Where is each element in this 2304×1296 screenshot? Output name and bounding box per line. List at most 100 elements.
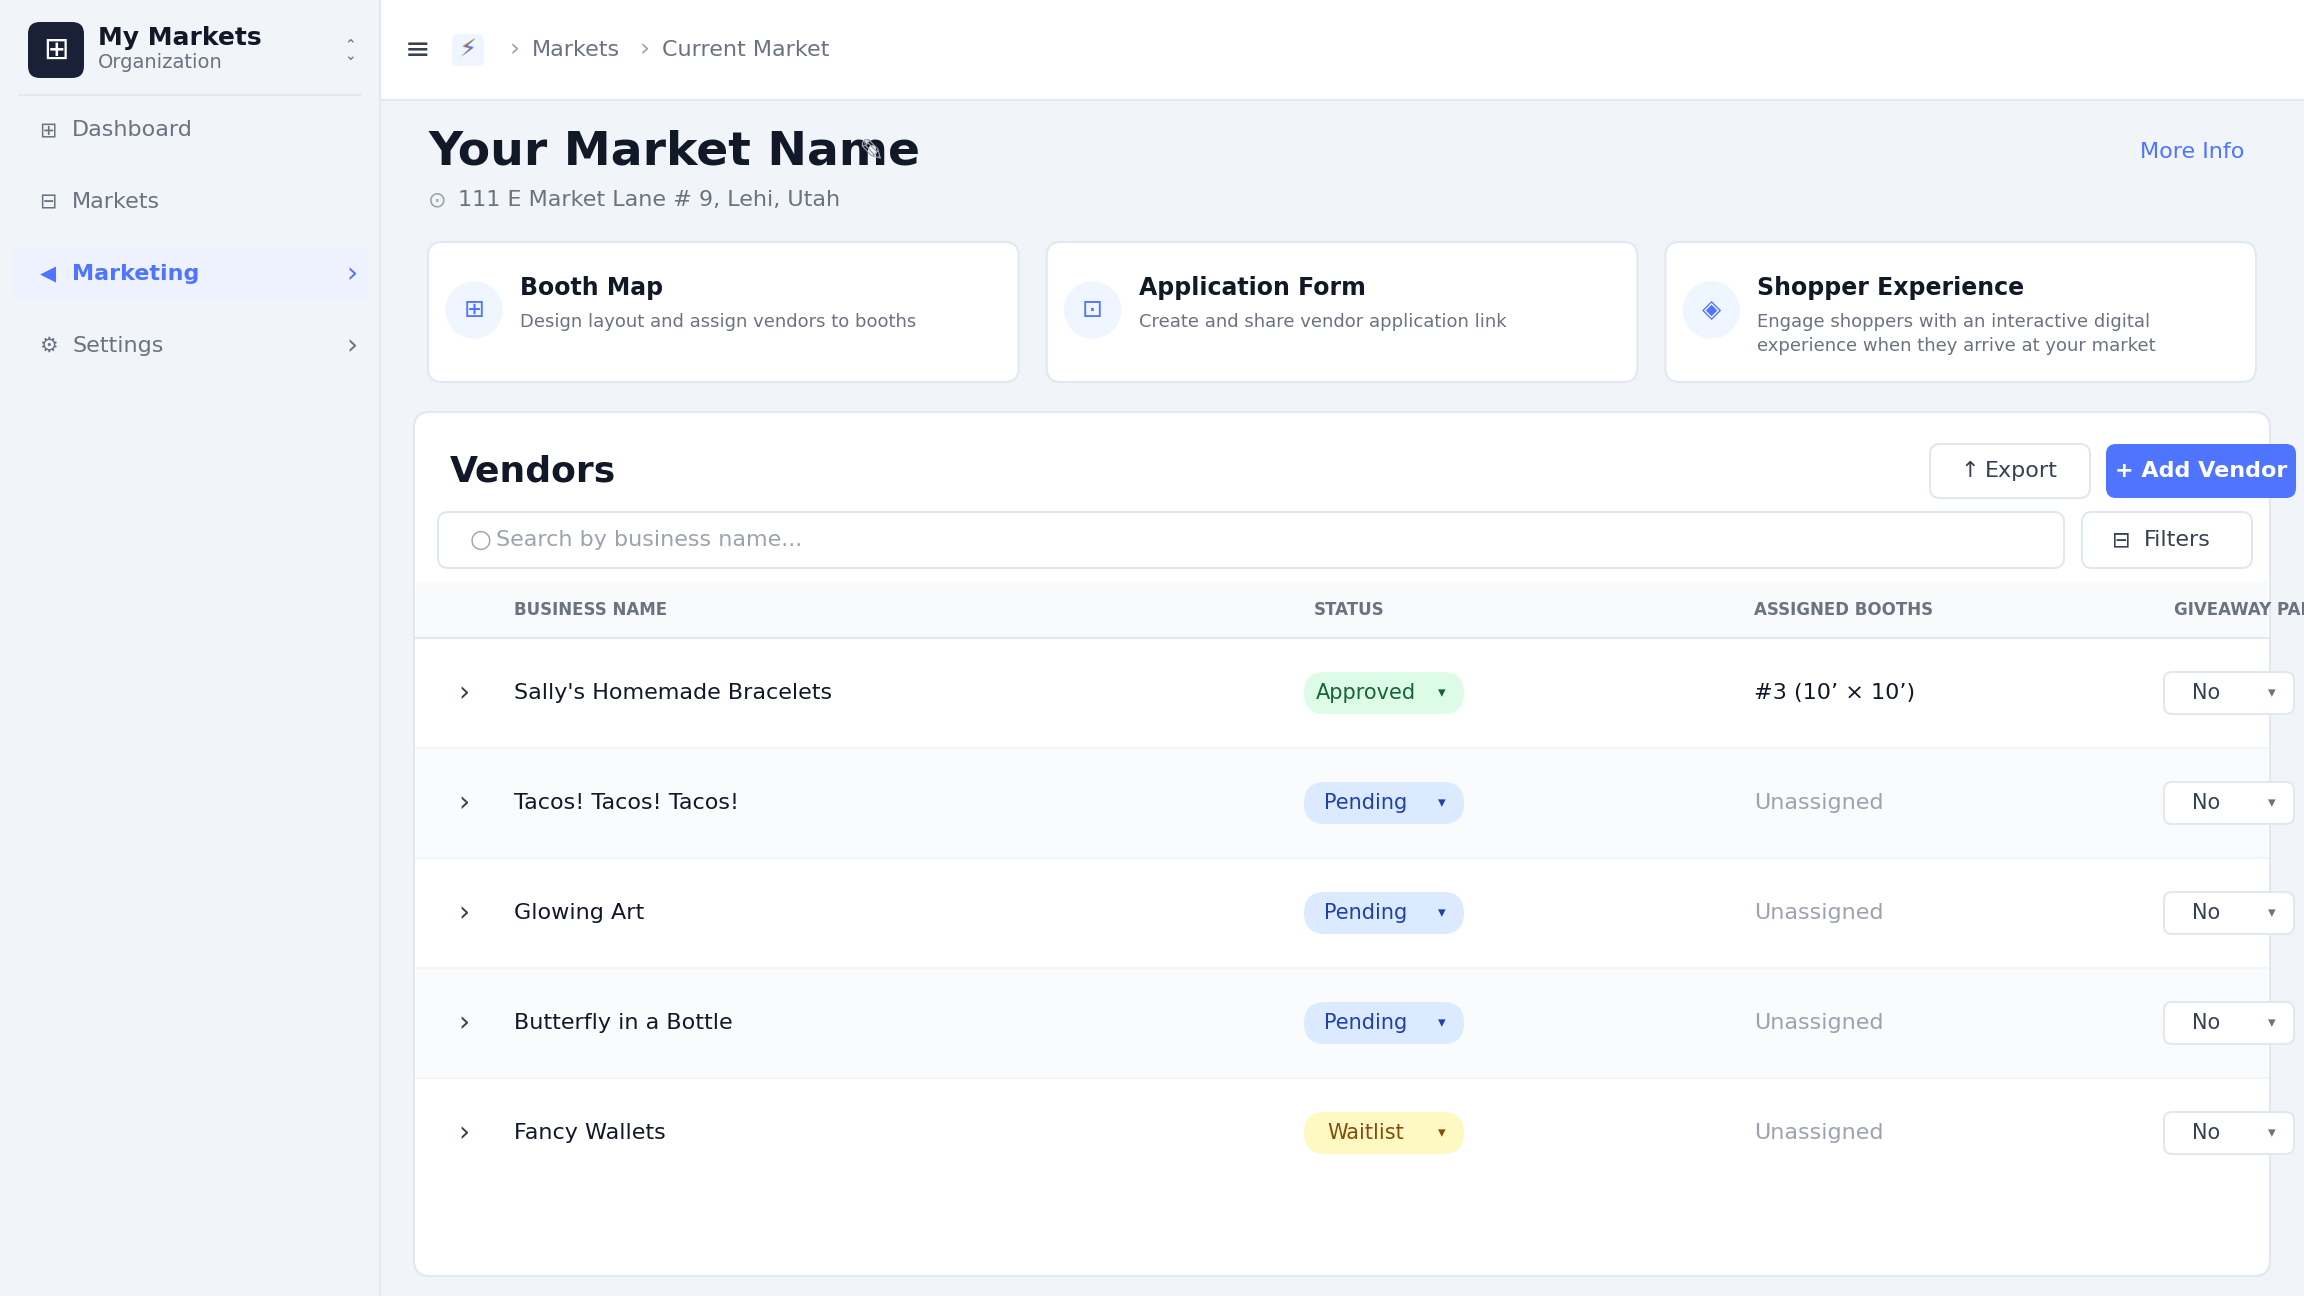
Text: Pending: Pending bbox=[1325, 903, 1408, 923]
Text: ✎: ✎ bbox=[857, 137, 882, 166]
Text: Unassigned: Unassigned bbox=[1753, 903, 1882, 923]
Text: ›: › bbox=[509, 38, 521, 62]
Text: Booth Map: Booth Map bbox=[521, 276, 664, 299]
Text: Current Market: Current Market bbox=[661, 40, 829, 60]
Text: Search by business name...: Search by business name... bbox=[495, 530, 802, 550]
Text: + Add Vendor: + Add Vendor bbox=[2115, 461, 2288, 481]
Text: No: No bbox=[2191, 1013, 2221, 1033]
Text: Sally's Homemade Bracelets: Sally's Homemade Bracelets bbox=[514, 683, 832, 702]
Bar bbox=[0, 0, 380, 1296]
Text: ⚙: ⚙ bbox=[39, 336, 58, 356]
Text: Your Market Name: Your Market Name bbox=[429, 130, 919, 175]
FancyBboxPatch shape bbox=[2163, 673, 2295, 714]
Text: ›: › bbox=[346, 332, 357, 360]
FancyBboxPatch shape bbox=[452, 34, 484, 66]
Text: Unassigned: Unassigned bbox=[1753, 1013, 1882, 1033]
Bar bbox=[417, 748, 2267, 858]
Text: Approved: Approved bbox=[1316, 683, 1417, 702]
Text: ▾: ▾ bbox=[1438, 906, 1447, 920]
FancyBboxPatch shape bbox=[28, 22, 83, 78]
Text: Markets: Markets bbox=[532, 40, 620, 60]
Circle shape bbox=[447, 283, 502, 338]
FancyBboxPatch shape bbox=[2163, 892, 2295, 934]
Text: ▾: ▾ bbox=[1438, 796, 1447, 810]
Text: No: No bbox=[2191, 683, 2221, 702]
Text: More Info: More Info bbox=[2140, 143, 2244, 162]
Bar bbox=[380, 0, 2304, 100]
FancyBboxPatch shape bbox=[1304, 1002, 1463, 1045]
Text: No: No bbox=[2191, 903, 2221, 923]
Text: ▾: ▾ bbox=[1438, 1125, 1447, 1140]
Text: ≡: ≡ bbox=[406, 35, 431, 65]
FancyBboxPatch shape bbox=[12, 248, 369, 299]
Text: ▾: ▾ bbox=[2267, 686, 2276, 701]
Text: ›: › bbox=[458, 789, 470, 816]
FancyBboxPatch shape bbox=[1304, 781, 1463, 824]
Text: My Markets: My Markets bbox=[99, 26, 263, 51]
Text: ⊟: ⊟ bbox=[39, 192, 58, 213]
Text: Dashboard: Dashboard bbox=[71, 121, 194, 140]
Text: BUSINESS NAME: BUSINESS NAME bbox=[514, 601, 668, 619]
Text: ›: › bbox=[458, 679, 470, 708]
Text: ⊡: ⊡ bbox=[1083, 298, 1104, 321]
Text: No: No bbox=[2191, 1124, 2221, 1143]
Text: Settings: Settings bbox=[71, 336, 164, 356]
FancyBboxPatch shape bbox=[429, 242, 1018, 382]
Text: Filters: Filters bbox=[2145, 530, 2212, 550]
Text: ⊞: ⊞ bbox=[39, 121, 58, 140]
Text: Unassigned: Unassigned bbox=[1753, 1124, 1882, 1143]
Text: ↑: ↑ bbox=[1961, 461, 1979, 481]
FancyBboxPatch shape bbox=[2163, 1112, 2295, 1153]
Text: GIVEAWAY PARTICIPANT: GIVEAWAY PARTICIPANT bbox=[2175, 601, 2304, 619]
Text: ASSIGNED BOOTHS: ASSIGNED BOOTHS bbox=[1753, 601, 1933, 619]
Text: Engage shoppers with an interactive digital: Engage shoppers with an interactive digi… bbox=[1758, 314, 2150, 330]
Text: ▾: ▾ bbox=[1438, 1016, 1447, 1030]
Bar bbox=[417, 582, 2267, 638]
Text: ›: › bbox=[458, 1118, 470, 1147]
Text: #3 (10’ × 10’): #3 (10’ × 10’) bbox=[1753, 683, 1915, 702]
FancyBboxPatch shape bbox=[1046, 242, 1638, 382]
Text: ▾: ▾ bbox=[2267, 906, 2276, 920]
FancyBboxPatch shape bbox=[2163, 1002, 2295, 1045]
FancyBboxPatch shape bbox=[1666, 242, 2256, 382]
Text: Export: Export bbox=[1986, 461, 2057, 481]
Text: ▾: ▾ bbox=[2267, 1016, 2276, 1030]
Text: Shopper Experience: Shopper Experience bbox=[1758, 276, 2025, 299]
Bar bbox=[417, 858, 2267, 968]
Text: ›: › bbox=[346, 260, 357, 288]
Text: ▾: ▾ bbox=[1438, 686, 1447, 701]
Text: ⚡: ⚡ bbox=[458, 38, 477, 62]
Text: Waitlist: Waitlist bbox=[1327, 1124, 1405, 1143]
FancyBboxPatch shape bbox=[1931, 445, 2090, 498]
Text: ›: › bbox=[458, 1010, 470, 1037]
Text: ›: › bbox=[641, 38, 650, 62]
Text: experience when they arrive at your market: experience when they arrive at your mark… bbox=[1758, 337, 2157, 355]
Text: ◀: ◀ bbox=[39, 264, 55, 284]
Text: ⊞: ⊞ bbox=[44, 35, 69, 65]
Text: ○: ○ bbox=[470, 527, 491, 552]
Text: Create and share vendor application link: Create and share vendor application link bbox=[1138, 314, 1507, 330]
FancyBboxPatch shape bbox=[1304, 1112, 1463, 1153]
Text: Pending: Pending bbox=[1325, 1013, 1408, 1033]
Text: Glowing Art: Glowing Art bbox=[514, 903, 645, 923]
Text: Marketing: Marketing bbox=[71, 264, 200, 284]
Text: Application Form: Application Form bbox=[1138, 276, 1366, 299]
Text: ▾: ▾ bbox=[2267, 1125, 2276, 1140]
Text: Unassigned: Unassigned bbox=[1753, 793, 1882, 813]
FancyBboxPatch shape bbox=[415, 412, 2269, 1277]
FancyBboxPatch shape bbox=[2106, 445, 2297, 498]
Text: Butterfly in a Bottle: Butterfly in a Bottle bbox=[514, 1013, 733, 1033]
Text: ◈: ◈ bbox=[1703, 298, 1721, 321]
Text: STATUS: STATUS bbox=[1313, 601, 1385, 619]
Circle shape bbox=[1064, 283, 1120, 338]
FancyBboxPatch shape bbox=[438, 512, 2064, 568]
Text: Design layout and assign vendors to booths: Design layout and assign vendors to boot… bbox=[521, 314, 917, 330]
Text: No: No bbox=[2191, 793, 2221, 813]
Text: Organization: Organization bbox=[99, 53, 223, 71]
Text: Tacos! Tacos! Tacos!: Tacos! Tacos! Tacos! bbox=[514, 793, 740, 813]
Text: ⊟: ⊟ bbox=[2113, 530, 2131, 550]
Bar bbox=[417, 968, 2267, 1078]
Bar bbox=[417, 1078, 2267, 1188]
Text: Markets: Markets bbox=[71, 192, 159, 213]
Text: Vendors: Vendors bbox=[449, 455, 615, 489]
